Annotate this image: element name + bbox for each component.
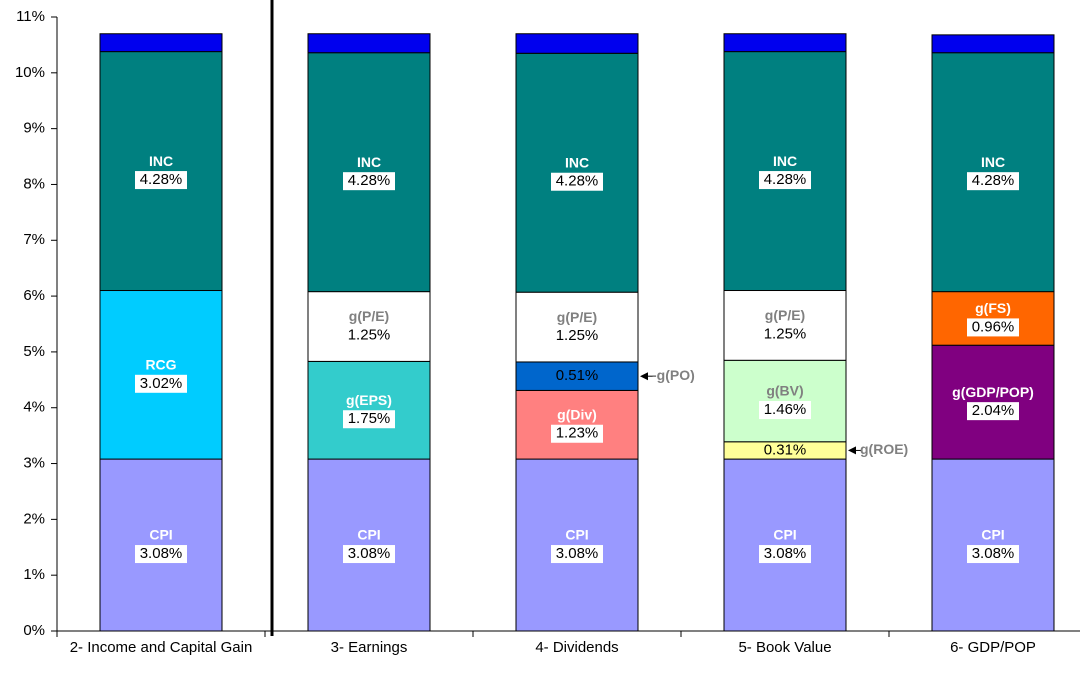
segment-name: INC	[565, 154, 589, 170]
segment-name: INC	[149, 153, 173, 169]
value-label: 3.08%	[972, 545, 1015, 562]
x-label-box: 6- GDP/POP	[950, 639, 1036, 656]
value-label-bg	[551, 545, 603, 564]
bar-segment	[515, 33, 639, 54]
segment-name: g(P/E)	[765, 307, 805, 323]
y-tick-label: 2%	[23, 510, 45, 527]
y-tick-label: 3%	[23, 455, 45, 472]
value-label: 1.46%	[764, 401, 807, 418]
value-label-bg	[759, 401, 811, 420]
y-tick-label: 10%	[15, 64, 45, 81]
value-label-bg	[967, 545, 1019, 564]
bar-segment	[931, 34, 1055, 54]
segment-name: g(BV)	[766, 383, 803, 399]
value-label-bg	[551, 424, 603, 443]
value-label: 0.96%	[972, 318, 1015, 335]
value-label: 1.25%	[348, 326, 391, 343]
value-label: 3.08%	[556, 545, 599, 562]
y-tick-label: 7%	[23, 231, 45, 248]
value-label-bg	[967, 318, 1019, 337]
segment-name: g(P/E)	[557, 309, 597, 325]
value-label-bg	[967, 172, 1019, 191]
y-tick-label: 5%	[23, 343, 45, 360]
bar-segment	[723, 33, 847, 53]
value-label: 4.28%	[972, 172, 1015, 189]
x-tick-label: 6- GDP/POP	[950, 639, 1036, 656]
x-tick-label: 2- Income and Capital Gain	[69, 639, 253, 656]
value-label: 3.08%	[348, 545, 391, 562]
y-tick-label: 4%	[23, 399, 45, 416]
segment-name: g(Div)	[557, 406, 597, 422]
bar-segment	[307, 33, 431, 54]
value-label: 2.04%	[972, 402, 1015, 419]
value-label-bg	[343, 172, 395, 191]
x-tick-label: 5- Book Value	[738, 639, 832, 656]
x-label-box: 5- Book Value	[738, 639, 832, 656]
x-tick-label: 4- Dividends	[535, 639, 619, 656]
y-tick-label: 8%	[23, 175, 45, 192]
value-label-bg	[135, 374, 187, 393]
segment-name: RCG	[145, 356, 176, 372]
x-label-box: 3- Earnings	[330, 639, 408, 656]
value-label: 4.28%	[764, 171, 807, 188]
value-label: 0.51%	[556, 367, 599, 384]
segment-name: g(FS)	[975, 300, 1011, 316]
y-tick-label: 6%	[23, 287, 45, 304]
value-label-bg	[759, 171, 811, 190]
value-label-bg	[135, 171, 187, 190]
value-label-bg	[967, 402, 1019, 421]
y-tick-label: 9%	[23, 120, 45, 137]
value-label: 1.23%	[556, 425, 599, 442]
bar-segment	[515, 361, 639, 391]
value-label: 3.02%	[140, 375, 183, 392]
x-label-box: 4- Dividends	[535, 639, 619, 656]
segment-name: g(EPS)	[346, 392, 392, 408]
segment-name: INC	[981, 154, 1005, 170]
y-tick-label: 11%	[16, 8, 45, 25]
value-label-bg	[135, 545, 187, 564]
x-label-box: 2- Income and Capital Gain	[69, 639, 253, 656]
value-label-bg	[343, 545, 395, 564]
value-label: 1.75%	[348, 410, 391, 427]
bar-segment	[515, 291, 639, 363]
value-label: 4.28%	[348, 172, 391, 189]
value-label-bg	[343, 326, 395, 345]
value-label: 4.28%	[140, 171, 183, 188]
value-label: 4.28%	[556, 173, 599, 190]
y-tick-label: 1%	[23, 566, 45, 583]
value-label-bg	[759, 545, 811, 564]
value-label: 1.25%	[764, 325, 807, 342]
arrow-head	[848, 446, 856, 455]
segment-name: INC	[773, 153, 797, 169]
segment-name: CPI	[149, 527, 172, 543]
x-tick-label: 3- Earnings	[330, 639, 408, 656]
arrow-head	[640, 372, 648, 381]
segment-name: g(ROE)	[860, 441, 908, 457]
value-label: 0.31%	[764, 441, 807, 458]
value-label-bg	[551, 172, 603, 191]
value-label-bg	[551, 327, 603, 346]
segment-name: CPI	[981, 527, 1004, 543]
segment-name: g(P/E)	[349, 308, 389, 324]
value-label-bg	[343, 410, 395, 429]
segment-name: g(GDP/POP)	[952, 384, 1034, 400]
value-label-bg	[759, 325, 811, 344]
segment-name: CPI	[565, 527, 588, 543]
value-label: 3.08%	[140, 545, 183, 562]
bar-segment	[99, 33, 223, 53]
segment-name: -g(PO)	[652, 367, 695, 383]
segment-name: CPI	[357, 527, 380, 543]
y-tick-label: 0%	[23, 622, 45, 639]
value-label: 1.25%	[556, 327, 599, 344]
value-label: 3.08%	[764, 545, 807, 562]
segment-name: INC	[357, 154, 381, 170]
segment-name: CPI	[773, 527, 796, 543]
